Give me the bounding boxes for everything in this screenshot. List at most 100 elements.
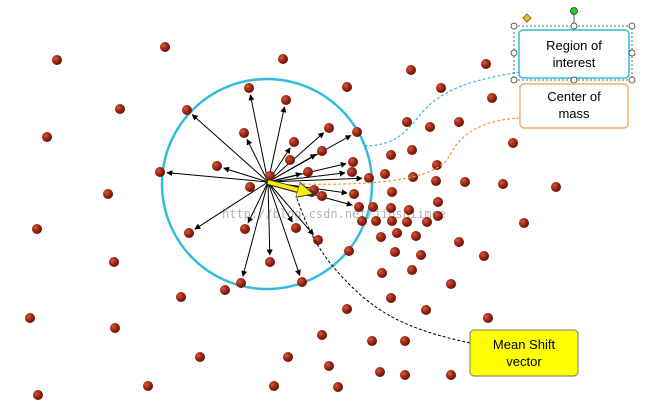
data-point — [376, 232, 386, 242]
data-point — [289, 137, 299, 147]
data-point — [375, 367, 385, 377]
resize-handle-l[interactable] — [510, 49, 518, 57]
sample-vector-arrow — [246, 138, 269, 183]
data-point — [481, 59, 491, 69]
data-point — [348, 157, 358, 167]
data-point — [354, 202, 364, 212]
data-point — [386, 150, 396, 160]
data-point — [317, 191, 327, 201]
data-point — [269, 381, 279, 391]
resize-handle-r[interactable] — [628, 49, 636, 57]
data-point — [176, 292, 186, 302]
data-point — [431, 176, 441, 186]
data-point — [421, 305, 431, 315]
resize-handle-br[interactable] — [628, 76, 636, 84]
sample-vector-arrow — [241, 181, 269, 277]
data-point — [422, 217, 432, 227]
data-point — [52, 55, 62, 65]
data-point — [390, 247, 400, 257]
mean-shift-callout[interactable]: Mean Shift vector — [469, 329, 579, 377]
data-point — [283, 352, 293, 362]
data-point — [416, 250, 426, 260]
data-point — [402, 217, 412, 227]
data-point — [551, 182, 561, 192]
data-point — [265, 171, 275, 181]
resize-handle-tl[interactable] — [510, 22, 518, 30]
sample-vectors — [166, 94, 363, 277]
data-point — [446, 370, 456, 380]
data-point — [155, 167, 165, 177]
data-point — [303, 167, 313, 177]
data-point — [317, 146, 327, 156]
data-point — [402, 117, 412, 127]
data-point — [278, 54, 288, 64]
data-point — [244, 83, 254, 93]
data-point — [377, 268, 387, 278]
sample-vector-arrow — [223, 166, 269, 183]
data-point — [433, 211, 443, 221]
data-point — [160, 42, 170, 52]
data-point — [109, 257, 119, 267]
data-point — [404, 205, 414, 215]
data-point — [349, 189, 359, 199]
data-point — [406, 65, 416, 75]
data-point — [281, 95, 291, 105]
data-point — [342, 304, 352, 314]
data-point — [182, 105, 192, 115]
data-point — [195, 352, 205, 362]
com-leader-line — [299, 117, 521, 185]
mean-shift-box[interactable] — [469, 329, 579, 377]
data-point — [446, 279, 456, 289]
data-point — [220, 285, 230, 295]
data-point — [407, 145, 417, 155]
data-point — [33, 390, 43, 400]
resize-handle-t[interactable] — [570, 22, 578, 30]
data-point — [387, 216, 397, 226]
sample-vector-arrow — [191, 114, 269, 183]
data-point — [411, 231, 421, 241]
data-point — [454, 237, 464, 247]
data-point — [42, 132, 52, 142]
data-point — [313, 235, 323, 245]
resize-handle-tr[interactable] — [628, 22, 636, 30]
mean-shift-label-line2: vector — [506, 354, 542, 369]
data-point — [25, 313, 35, 323]
data-point — [291, 223, 301, 233]
rotate-handle[interactable] — [570, 7, 578, 15]
data-point — [236, 278, 246, 288]
data-point — [347, 167, 357, 177]
com-label-line1: Center of — [547, 89, 601, 104]
data-point — [436, 83, 446, 93]
data-point — [387, 187, 397, 197]
sample-vector-arrow — [267, 154, 317, 183]
sample-vector-arrow — [267, 170, 346, 183]
roi-callout[interactable]: Region of interest — [510, 7, 636, 84]
mean-shift-leader-line — [295, 195, 471, 344]
data-point — [239, 128, 249, 138]
adjust-handle[interactable] — [522, 13, 532, 23]
sample-vector-arrow — [194, 181, 269, 230]
data-point — [368, 202, 378, 212]
data-point — [371, 216, 381, 226]
data-point — [498, 179, 508, 189]
data-point — [245, 182, 255, 192]
mean-shift-vector-arrow — [267, 180, 310, 193]
data-point — [519, 218, 529, 228]
data-point — [265, 257, 275, 267]
com-label-line2: mass — [558, 106, 590, 121]
data-point — [324, 123, 334, 133]
data-point — [386, 293, 396, 303]
resize-handle-b[interactable] — [570, 76, 578, 84]
com-box[interactable] — [519, 83, 629, 129]
data-point — [483, 313, 493, 323]
data-point — [143, 381, 153, 391]
data-point — [433, 197, 443, 207]
data-points — [25, 42, 561, 400]
data-point — [479, 251, 489, 261]
resize-handle-bl[interactable] — [510, 76, 518, 84]
com-callout[interactable]: Center of mass — [519, 83, 629, 129]
sample-vector-arrow — [166, 170, 269, 183]
data-point — [487, 93, 497, 103]
data-point — [32, 224, 42, 234]
